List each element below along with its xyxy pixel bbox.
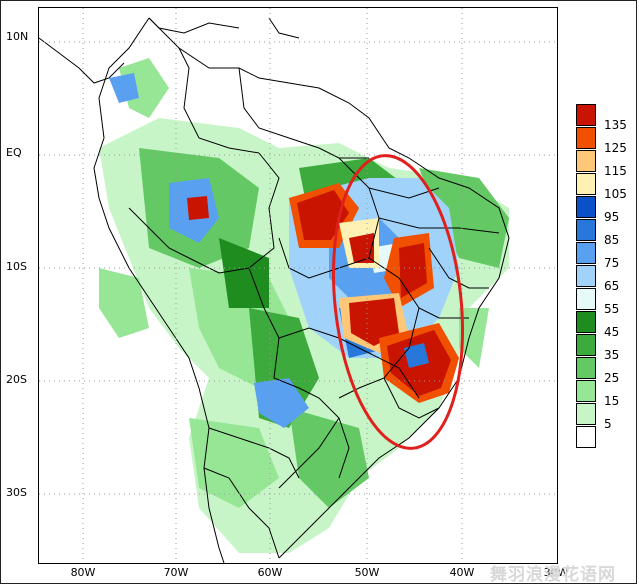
lon-label-80w: 80W: [70, 566, 96, 579]
map-canvas: [39, 8, 557, 563]
watermark-text: 舞羽浪漫花语网: [490, 565, 616, 585]
lon-label-50w: 50W: [354, 566, 380, 579]
legend-swatch: [576, 380, 596, 402]
legend-label: 65: [604, 279, 620, 293]
legend-label: 45: [604, 325, 620, 339]
legend-label: 105: [604, 187, 627, 201]
boundaries: [93, 17, 510, 563]
legend-swatch: [576, 104, 596, 126]
legend-label: 125: [604, 141, 627, 155]
legend-label: 25: [604, 371, 620, 385]
lon-label-30w: 30W: [543, 566, 569, 579]
legend-swatch: [576, 242, 596, 264]
precipitation-map: [38, 7, 558, 564]
legend-label: 35: [604, 348, 620, 362]
lat-label-eq: EQ: [6, 146, 22, 159]
legend-swatch: [576, 127, 596, 149]
legend-swatch: [576, 403, 596, 425]
legend-swatch: [576, 265, 596, 287]
legend-label: 135: [604, 118, 627, 132]
legend-label: 85: [604, 233, 620, 247]
legend-label: 115: [604, 164, 627, 178]
legend-label: 75: [604, 256, 620, 270]
legend-label: 95: [604, 210, 620, 224]
lat-label-10n: 10N: [6, 30, 29, 43]
coastline-north: [39, 17, 300, 84]
legend-swatch: [576, 426, 596, 448]
shaded-fields: [99, 58, 509, 553]
legend-swatch: [576, 196, 596, 218]
highlight-ellipse: [331, 154, 465, 450]
legend-swatch: [576, 334, 596, 356]
lat-label-10s: 10S: [6, 260, 27, 273]
legend-swatch: [576, 219, 596, 241]
legend-swatch: [576, 357, 596, 379]
lon-label-60w: 60W: [257, 566, 283, 579]
lon-label-40w: 40W: [449, 566, 475, 579]
legend-label: 5: [604, 417, 612, 431]
legend-swatch: [576, 311, 596, 333]
lat-label-20s: 20S: [6, 373, 27, 386]
legend-label: 15: [604, 394, 620, 408]
legend-swatch: [576, 288, 596, 310]
legend-swatch: [576, 173, 596, 195]
lat-label-30s: 30S: [6, 486, 27, 499]
lon-label-70w: 70W: [163, 566, 189, 579]
legend-label: 55: [604, 302, 620, 316]
legend-swatch: [576, 150, 596, 172]
